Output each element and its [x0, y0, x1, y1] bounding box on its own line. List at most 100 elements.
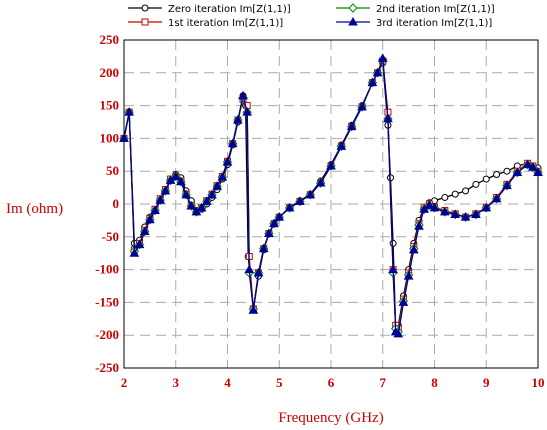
y-tick-label: -100: [95, 262, 119, 277]
data-point: [462, 187, 470, 195]
legend-label: 3rd iteration Im[Z(1,1)]: [376, 18, 492, 29]
data-point: [441, 193, 449, 201]
data-point: [134, 239, 145, 249]
data-point: [160, 185, 171, 195]
data-point: [242, 107, 253, 116]
data-point: [253, 267, 264, 277]
legend-marker: [141, 4, 149, 12]
x-tick-label: 8: [431, 375, 438, 390]
data-point: [533, 167, 543, 177]
data-point: [305, 189, 316, 199]
x-tick-label: 10: [532, 375, 545, 390]
data-point: [372, 67, 383, 77]
data-point: [129, 248, 140, 257]
x-tick-label: 5: [276, 375, 283, 390]
data-point: [398, 297, 409, 306]
data-point: [244, 264, 255, 274]
data-point: [201, 196, 212, 205]
x-tick-label: 3: [173, 375, 180, 390]
y-tick-label: -200: [95, 327, 119, 342]
series-3: [119, 53, 543, 338]
y-axis-ticks: 250 200 150 100 50 0 -50 -100 -150 -200 -250: [95, 32, 119, 375]
data-point: [155, 195, 166, 204]
legend-marker: [141, 18, 149, 26]
data-point: [284, 202, 295, 212]
data-point: [408, 244, 419, 254]
x-tick-label: 7: [380, 375, 387, 390]
y-axis-title: Im (ohm): [6, 201, 63, 217]
data-point: [207, 189, 217, 199]
data-point: [491, 193, 502, 203]
data-point: [212, 181, 223, 190]
data-point: [150, 205, 160, 215]
legend-marker: [348, 3, 358, 13]
data-point: [502, 180, 512, 190]
legend-marker: [348, 16, 358, 26]
data-point: [222, 157, 233, 166]
data-point: [238, 90, 248, 100]
y-tick-label: 100: [100, 130, 120, 145]
data-point: [414, 221, 424, 230]
data-point: [119, 133, 129, 142]
data-point: [460, 212, 471, 221]
data-point: [170, 171, 181, 180]
x-tick-label: 6: [328, 375, 335, 390]
data-point: [227, 138, 238, 148]
data-point: [326, 160, 336, 170]
y-tick-label: 0: [113, 196, 120, 211]
grid-lines: [123, 39, 539, 369]
legend: Zero iteration Im[Z(1,1)] 1st iteration I…: [128, 3, 495, 29]
data-point: [424, 200, 435, 209]
data-point: [315, 178, 326, 187]
data-point: [295, 196, 305, 205]
data-point: [482, 175, 490, 183]
data-point: [269, 218, 279, 228]
data-point: [176, 176, 186, 186]
data-point: [429, 202, 440, 212]
data-point: [503, 167, 511, 175]
data-point: [196, 202, 207, 212]
data-point: [388, 264, 398, 274]
data-point: [527, 162, 538, 171]
data-point: [232, 115, 243, 124]
data-point: [346, 121, 357, 131]
data-point: [367, 77, 378, 87]
data-point: [264, 228, 274, 238]
plot-area: [123, 39, 539, 369]
data-point: [450, 209, 461, 218]
x-tick-label: 9: [483, 375, 490, 390]
data-point: [383, 113, 393, 123]
data-point: [145, 214, 155, 224]
data-point: [181, 189, 191, 199]
data-point: [357, 101, 367, 111]
data-point: [451, 190, 459, 198]
data-point: [377, 53, 388, 62]
data-point: [186, 200, 197, 210]
legend-item: 1st iteration Im[Z(1,1)]: [128, 18, 283, 29]
legend-label: 1st iteration Im[Z(1,1)]: [168, 18, 283, 29]
y-tick-label: -50: [102, 229, 119, 244]
x-axis-ticks: 2 3 4 5 6 7 8 9 10: [121, 375, 545, 390]
y-tick-label: 200: [100, 65, 120, 80]
data-point: [522, 159, 533, 169]
data-point: [481, 202, 492, 212]
data-point: [139, 226, 150, 236]
data-point: [248, 305, 259, 314]
legend-label: Zero iteration Im[Z(1,1)]: [168, 4, 291, 15]
data-point: [439, 206, 450, 216]
series-layer: [119, 53, 543, 338]
data-point: [493, 170, 501, 178]
data-point: [471, 209, 481, 218]
legend-item: Zero iteration Im[Z(1,1)]: [128, 4, 291, 15]
data-point: [512, 167, 523, 177]
legend-item: 3rd iteration Im[Z(1,1)]: [336, 16, 492, 29]
y-tick-label: -250: [95, 360, 119, 375]
legend-item: 2nd iteration Im[Z(1,1)]: [336, 3, 495, 15]
y-tick-label: 50: [106, 163, 119, 178]
data-point: [217, 172, 228, 181]
x-tick-label: 4: [224, 375, 231, 390]
y-tick-label: -150: [95, 294, 119, 309]
legend-label: 2nd iteration Im[Z(1,1)]: [376, 4, 495, 15]
y-tick-label: 150: [100, 98, 120, 113]
